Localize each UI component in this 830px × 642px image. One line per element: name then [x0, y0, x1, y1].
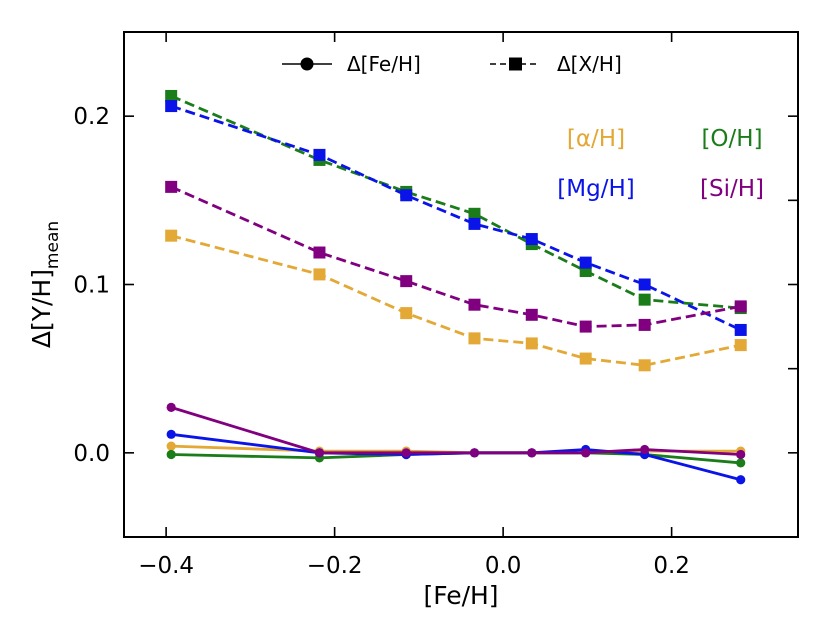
x-point — [400, 307, 413, 320]
y-tick-label: 0.1 — [73, 273, 110, 299]
y-tick-label: 0.2 — [73, 104, 110, 130]
x-point — [313, 246, 326, 259]
x-point — [468, 332, 481, 345]
x-point — [165, 229, 178, 242]
x-line — [170, 185, 741, 328]
x-point — [579, 320, 592, 333]
series-sih — [165, 180, 747, 460]
legend-x-marker — [509, 57, 522, 71]
series-label: [Si/H] — [700, 176, 764, 202]
y-tick-label: 0.0 — [73, 441, 110, 467]
x-point — [468, 217, 481, 230]
x-point — [734, 339, 747, 352]
x-line — [170, 104, 742, 332]
series-label: [α/H] — [567, 126, 625, 152]
x-point — [525, 337, 538, 350]
legend-fe-marker — [300, 57, 314, 71]
x-point — [468, 207, 481, 220]
legend-x-label: Δ[X/H] — [557, 52, 622, 76]
fe-point — [527, 448, 537, 458]
series-label: [O/H] — [701, 126, 762, 152]
x-point — [400, 189, 413, 202]
x-point — [579, 352, 592, 365]
x-point — [638, 293, 651, 306]
fe-point — [581, 448, 591, 458]
x-point — [734, 300, 747, 313]
fe-line — [170, 406, 741, 456]
fe-point — [736, 475, 746, 485]
series-mgh — [165, 100, 747, 485]
x-point — [165, 89, 178, 102]
plot-frame — [123, 31, 799, 538]
fe-point — [166, 429, 176, 439]
x-tick-label: −0.2 — [307, 553, 363, 579]
x-line — [170, 234, 741, 367]
y-axis-title: Δ[Y/H]mean — [27, 221, 63, 348]
x-point — [638, 359, 651, 372]
x-point — [165, 180, 178, 193]
x-point — [525, 308, 538, 321]
x-point — [400, 275, 413, 288]
series-oh — [165, 89, 747, 468]
fe-point — [401, 448, 411, 458]
series-h — [165, 229, 747, 458]
fe-point — [166, 441, 176, 451]
fe-point — [640, 444, 650, 455]
x-point — [579, 256, 592, 269]
fe-point — [166, 449, 176, 460]
x-point — [734, 323, 747, 336]
fe-point — [736, 449, 746, 460]
x-point — [313, 268, 326, 281]
fe-point — [469, 448, 480, 458]
x-axis-title: [Fe/H] — [423, 581, 498, 610]
x-tick-label: −0.4 — [138, 553, 194, 579]
legend-fe-label: Δ[Fe/H] — [347, 52, 421, 76]
y-axis-title-subscript: mean — [43, 221, 63, 269]
fe-point — [166, 402, 176, 412]
x-tick-label: 0.0 — [485, 553, 522, 579]
series-label: [Mg/H] — [557, 176, 634, 202]
x-point — [313, 148, 326, 161]
x-point — [638, 278, 651, 291]
fe-point — [314, 448, 325, 458]
y-axis-title-main: Δ[Y/H] — [27, 269, 56, 348]
x-tick-label: 0.2 — [653, 553, 690, 579]
x-line — [170, 94, 741, 310]
x-point — [165, 100, 178, 113]
x-point — [638, 318, 651, 331]
x-point — [525, 233, 538, 246]
fe-point — [736, 458, 746, 468]
x-point — [468, 298, 481, 311]
